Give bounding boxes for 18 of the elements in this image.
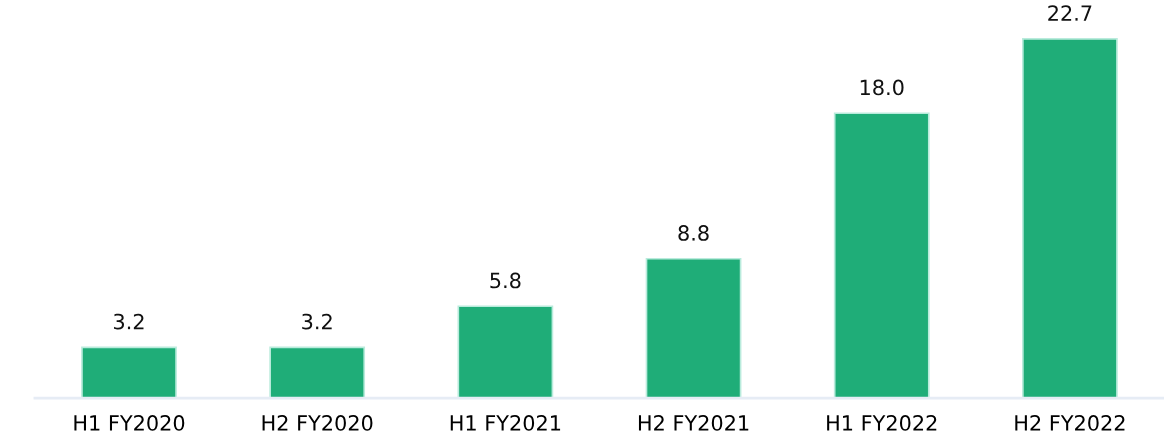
- x-tick-label: H2 FY2020: [262, 415, 373, 431]
- data-label: 3.2: [302, 313, 332, 330]
- data-label: 18.0: [860, 79, 904, 96]
- x-tick-label: H1 FY2020: [74, 415, 185, 431]
- x-tick-label: H2 FY2022: [1015, 415, 1125, 431]
- bar: [1022, 38, 1118, 399]
- x-tick-label: H2 FY2021: [638, 415, 749, 431]
- x-tick-label: H1 FY2022: [827, 415, 937, 431]
- bar: [269, 346, 366, 399]
- x-tick-label: H1 FY2021: [450, 415, 561, 431]
- data-label: 8.8: [678, 225, 709, 241]
- data-label: 22.7: [1048, 5, 1092, 21]
- bar: [645, 257, 742, 399]
- bar: [833, 112, 930, 399]
- data-label: 5.8: [490, 272, 521, 289]
- bar: [457, 305, 554, 399]
- data-label: 3.2: [114, 313, 144, 330]
- bar: [81, 346, 177, 399]
